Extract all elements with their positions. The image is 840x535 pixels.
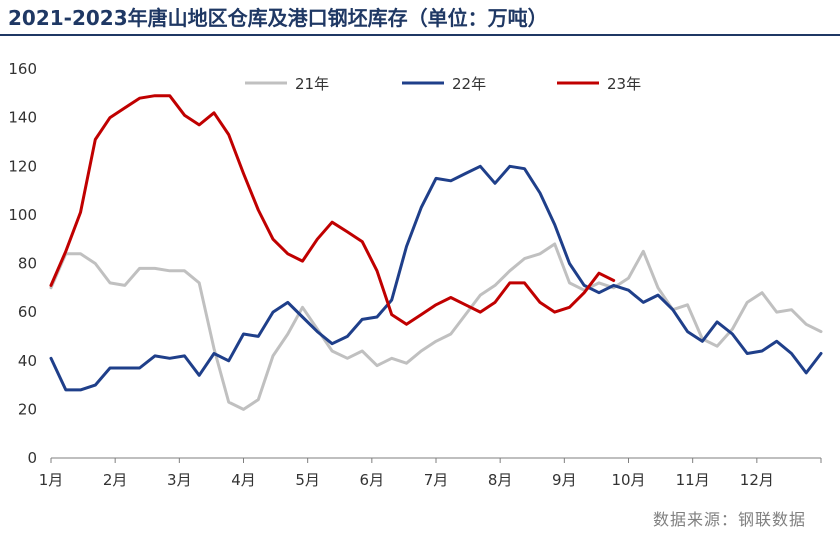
x-tick-label-10: 10月: [611, 471, 645, 489]
y-tick-label-100: 100: [8, 206, 37, 224]
series-line-2: [49, 164, 823, 392]
x-tick-label-3: 3月: [167, 471, 192, 489]
y-tick-label-40: 40: [18, 352, 37, 370]
series-line-1: [49, 242, 823, 411]
y-tick-label-160: 160: [8, 60, 37, 78]
series-lines-group: [49, 94, 823, 411]
legend-label-3: 23年: [607, 75, 641, 93]
x-tick-label-6: 6月: [360, 471, 385, 489]
title-underline: [0, 34, 840, 36]
y-tick-label-80: 80: [18, 255, 37, 273]
series-line-3: [49, 94, 616, 326]
x-tick-label-4: 4月: [231, 471, 256, 489]
legend-label-2: 22年: [452, 75, 486, 93]
chart-title: 2021-2023年唐山地区仓库及港口钢坯库存（单位：万吨）: [8, 6, 548, 30]
x-tick-label-1: 1月: [39, 471, 64, 489]
legend: 21年 22年 23年: [245, 75, 641, 93]
y-tick-label-20: 20: [18, 400, 37, 418]
y-tick-label-0: 0: [27, 449, 37, 467]
legend-label-1: 21年: [295, 75, 329, 93]
x-tick-label-8: 8月: [488, 471, 513, 489]
y-tick-label-140: 140: [8, 109, 37, 127]
y-tick-label-60: 60: [18, 303, 37, 321]
x-tick-label-7: 7月: [424, 471, 449, 489]
x-tick-label-11: 11月: [676, 471, 710, 489]
axes-group: 0 20 40 60 80 100 120 140 160 1月 2月 3月 4月 5月 6月 7月 8月 9月 1…: [8, 60, 822, 489]
data-source-note: 数据来源：钢联数据: [652, 510, 806, 529]
x-tick-label-9: 9月: [552, 471, 577, 489]
x-tick-label-12: 12月: [740, 471, 774, 489]
y-tick-label-120: 120: [8, 157, 37, 175]
x-tick-label-2: 2月: [103, 471, 128, 489]
x-tick-label-5: 5月: [295, 471, 320, 489]
